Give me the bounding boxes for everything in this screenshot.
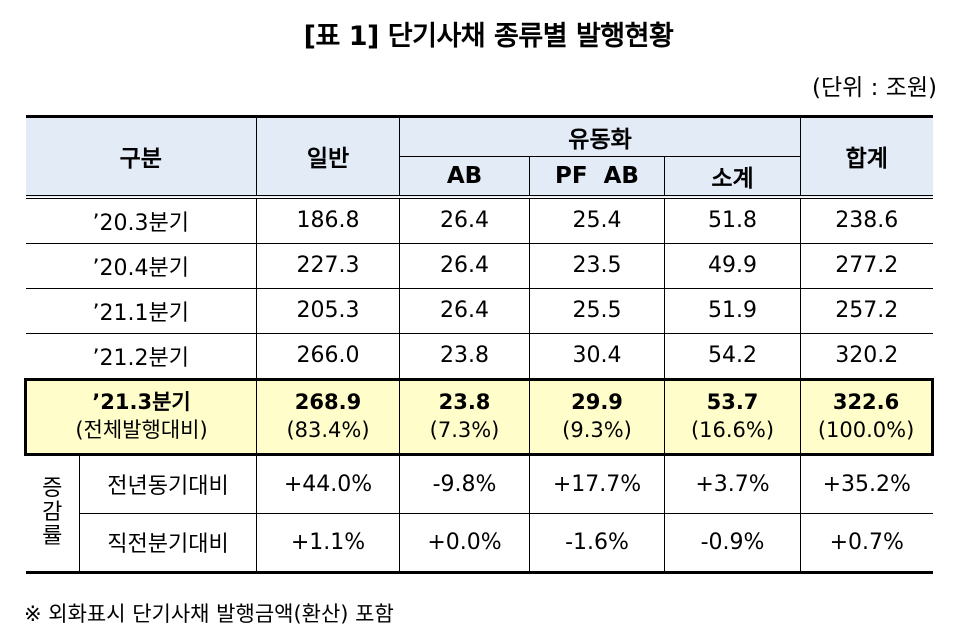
table-row: ’20.3분기 186.8 26.4 25.4 51.8 238.6 [25,196,933,244]
highlight-pf-ab-value: 29.9 [571,390,623,415]
highlight-ab-pct: (7.3%) [429,417,500,442]
footnote: ※ 외화표시 단기사채 발행금액(환산) 포함 [24,602,394,626]
highlight-subtotal-value: 53.7 [706,390,759,415]
cell-pf-ab: +17.7% [529,453,666,514]
cell-total: 257.2 [800,287,933,334]
highlight-period-sub: (전체발행대비) [75,417,208,442]
highlight-total: 322.6 (100.0%) [800,377,935,456]
highlight-general-pct: (83.4%) [286,417,370,442]
cell-pf-ab: 23.5 [529,242,666,289]
row-period: ’20.4분기 [25,242,258,289]
cell-ab: 26.4 [399,242,531,289]
highlight-row: ’21.3분기 (전체발행대비) 268.9 (83.4%) 23.8 (7.3… [23,377,935,456]
highlight-subtotal: 53.7 (16.6%) [664,377,802,456]
header-liquidity-group: 유동화 [399,115,802,157]
cell-subtotal: 49.9 [664,242,802,289]
growth-row-label: 전년동기대비 [78,453,258,514]
cell-general: 186.8 [256,196,401,244]
cell-general: 266.0 [256,332,401,380]
issuance-table: 구분 일반 유동화 합계 AB PF AB 소계 ’20.3분기 186.8 2… [23,115,935,574]
cell-total: 277.2 [800,242,933,289]
row-period: ’21.1분기 [25,287,258,334]
cell-pf-ab: -1.6% [529,512,666,574]
header-general: 일반 [256,115,401,199]
cell-general: +44.0% [256,453,401,514]
cell-subtotal: 51.8 [664,196,802,244]
cell-total: +35.2% [800,453,933,514]
row-period: ’21.2분기 [25,332,258,380]
table-row: ’21.1분기 205.3 26.4 25.5 51.9 257.2 [25,287,933,334]
cell-total: +0.7% [800,512,933,574]
highlight-period-label: ’21.3분기 [92,390,191,415]
header-category: 구분 [25,115,258,199]
highlight-ab-value: 23.8 [438,390,491,415]
highlight-period: ’21.3분기 (전체발행대비) [23,377,258,456]
header-pf-ab: PF AB [529,156,666,199]
table-title: [표 1] 단기사채 종류별 발행현황 [303,21,674,52]
growth-row-label: 직전분기대비 [79,512,258,574]
cell-pf-ab: 25.5 [529,287,666,334]
highlight-total-pct: (100.0%) [817,417,915,442]
growth-label-char: 률 [42,524,63,550]
highlight-general-value: 268.9 [294,390,362,415]
growth-label-char: 증 [42,475,63,501]
growth-row-yoy: 증 감 률 전년동기대비 +44.0% -9.8% +17.7% +3.7% +… [25,453,933,574]
highlight-pf-ab-pct: (9.3%) [562,417,632,442]
cell-total: 238.6 [800,196,933,244]
cell-subtotal: +3.7% [664,453,802,514]
growth-rate-label: 증 감 률 [25,453,80,574]
table-row: ’21.2분기 266.0 23.8 30.4 54.2 320.2 [25,332,933,380]
header-ab: AB [399,156,531,199]
highlight-subtotal-pct: (16.6%) [690,417,775,442]
highlight-pf-ab: 29.9 (9.3%) [529,377,666,456]
growth-row-qoq: 직전분기대비 +1.1% +0.0% -1.6% -0.9% +0.7% [26,512,933,574]
cell-general: +1.1% [256,512,401,574]
cell-ab: +0.0% [399,512,531,574]
header-total: 합계 [800,115,933,199]
cell-pf-ab: 25.4 [529,196,666,244]
cell-ab: 26.4 [399,287,531,334]
highlight-total-value: 322.6 [832,390,900,415]
row-period: ’20.3분기 [25,196,258,244]
cell-subtotal: -0.9% [664,512,802,574]
unit-label: (단위 : 조원) [812,75,937,101]
header-subtotal: 소계 [664,156,801,199]
cell-ab: 23.8 [399,332,531,380]
cell-general: 227.3 [256,242,401,289]
highlight-ab: 23.8 (7.3%) [399,377,531,456]
cell-total: 320.2 [800,332,933,380]
cell-subtotal: 51.9 [664,287,802,334]
table-row: ’20.4분기 227.3 26.4 23.5 49.9 277.2 [25,242,933,289]
cell-general: 205.3 [256,287,401,334]
cell-ab: 26.4 [399,196,531,244]
cell-pf-ab: 30.4 [529,332,666,380]
highlight-general: 268.9 (83.4%) [256,377,401,456]
growth-label-char: 감 [42,499,63,525]
cell-subtotal: 54.2 [664,332,802,380]
cell-ab: -9.8% [399,453,531,514]
